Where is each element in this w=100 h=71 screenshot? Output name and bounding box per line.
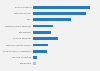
Bar (33, 37, 58, 40)
Bar (33, 6, 90, 9)
Bar (33, 56, 36, 59)
Bar (33, 44, 48, 46)
Bar (33, 18, 71, 21)
Bar (33, 25, 53, 27)
Bar (33, 31, 51, 34)
Bar (33, 62, 36, 65)
Bar (33, 12, 86, 15)
Bar (33, 50, 47, 53)
